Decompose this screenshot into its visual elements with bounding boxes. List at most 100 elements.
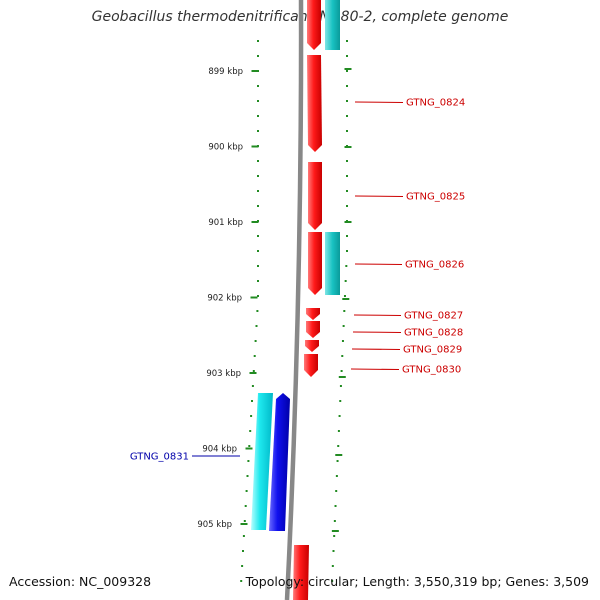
scale-minor-tick (253, 355, 256, 357)
scale-minor-tick (346, 235, 348, 237)
scale-minor-tick (346, 205, 348, 207)
scale-minor-tick (346, 250, 348, 252)
gene-label-gtng_0826[interactable]: GTNG_0826 (405, 260, 464, 271)
scale-minor-tick (256, 310, 259, 312)
scale-minor-tick (341, 355, 344, 357)
gene-label-gtng_0831[interactable]: GTNG_0831 (130, 452, 189, 463)
accession-label: Accession: NC_009328 (9, 574, 152, 589)
gene-label-gtng_0828[interactable]: GTNG_0828 (404, 328, 463, 339)
scale-minor-tick (333, 520, 336, 522)
forward-gene-feature[interactable] (308, 162, 322, 230)
scale-minor-tick (346, 130, 348, 132)
gene-leader-line (354, 263, 403, 265)
gene-leader-line (353, 314, 402, 316)
gene-label-gtng_0825[interactable]: GTNG_0825 (406, 192, 465, 203)
gene-leader-line (354, 195, 404, 197)
reverse-gene-feature[interactable] (269, 393, 290, 531)
forward-gene-feature[interactable] (306, 321, 320, 338)
scale-minor-tick (257, 235, 259, 237)
scale-minor-tick (257, 55, 259, 57)
scale-minor-tick (257, 280, 259, 282)
scale-minor-tick (346, 100, 348, 102)
scale-minor-tick (334, 505, 337, 507)
scale-minor-tick (346, 55, 348, 57)
forward-gene-feature[interactable] (304, 354, 318, 377)
scale-minor-tick (245, 490, 248, 492)
scale-minor-tick (342, 325, 345, 327)
scale-minor-tick (257, 190, 259, 192)
gene-label-gtng_0830[interactable]: GTNG_0830 (402, 365, 461, 376)
gene-labels: GTNG_0824 GTNG_0825 GTNG_0826 GTNG_0827 GTNG… (130, 98, 465, 463)
gene-label-gtng_0824[interactable]: GTNG_0824 (406, 98, 465, 109)
scale-minor-tick (242, 550, 244, 552)
scale-minor-tick (257, 250, 259, 252)
scale-minor-tick (332, 550, 335, 552)
scale-tick-label: 903 kbp (206, 369, 241, 379)
scale-minor-tick (343, 295, 346, 297)
scale-major-tick (250, 296, 258, 299)
scale-tick-label: 905 kbp (197, 520, 232, 530)
gene-leader-line (352, 331, 402, 333)
scale-major-tick (251, 145, 259, 148)
scale-minor-tick (257, 130, 259, 132)
scale-minor-tick (241, 565, 244, 567)
scale-minor-tick (243, 520, 246, 522)
scale-minor-tick (346, 160, 348, 162)
scale-minor-tick (341, 340, 344, 342)
scale-minor-tick (346, 190, 348, 192)
scale-minor-tick (249, 430, 252, 432)
scale-tick-label: 901 kbp (208, 218, 243, 228)
forward-gene-feature[interactable] (308, 232, 322, 295)
scale-minor-tick (338, 415, 341, 417)
scale-minor-tick (333, 535, 336, 537)
scale-minor-tick (257, 220, 259, 222)
scale-major-tick (342, 298, 350, 300)
scale-major-tick (338, 376, 346, 378)
scale-minor-tick (337, 445, 340, 447)
scale-minor-tick (252, 370, 255, 372)
scale-minor-tick (257, 100, 259, 102)
forward-gene-feature[interactable] (305, 340, 319, 352)
scale-minor-tick (257, 160, 259, 162)
scale-minor-tick (257, 175, 259, 177)
scale-major-tick (251, 70, 259, 72)
scale-tick-label: 899 kbp (208, 67, 243, 77)
scale-minor-tick (251, 385, 254, 387)
scale-minor-tick (250, 415, 253, 417)
scale-minor-tick (257, 295, 259, 297)
scale-minor-tick (247, 460, 250, 462)
scale-major-tick (240, 523, 248, 525)
scale-major-tick (344, 68, 352, 70)
scale-minor-tick (343, 310, 346, 312)
scale-minor-tick (251, 400, 253, 402)
scale-minor-tick (254, 340, 257, 342)
scale-minor-tick (346, 115, 348, 117)
forward-gene-feature[interactable] (307, 0, 321, 50)
scale-minor-tick (240, 580, 243, 582)
forward-orf-feature[interactable] (325, 0, 340, 50)
scale-minor-tick (246, 475, 249, 477)
scale-minor-tick (257, 205, 259, 207)
scale-tick-label: 904 kbp (202, 445, 237, 455)
scale-minor-tick (248, 445, 251, 447)
scale-minor-tick (257, 145, 259, 147)
scale-track: 899 kbp 900 kbp 901 kbp 902 kbp 903 kbp 904 k… (197, 40, 352, 582)
scale-minor-tick (257, 85, 259, 87)
reverse-orf-feature[interactable] (251, 393, 273, 530)
scale-minor-tick (257, 115, 259, 117)
gene-label-gtng_0827[interactable]: GTNG_0827 (404, 311, 463, 322)
scale-major-tick (331, 530, 339, 532)
scale-tick-label: 900 kbp (208, 143, 243, 153)
forward-orf-feature[interactable] (325, 232, 340, 295)
forward-gene-feature[interactable] (306, 308, 320, 320)
scale-minor-tick (339, 400, 342, 402)
forward-gene-feature[interactable] (293, 545, 309, 600)
gene-leader-line (350, 368, 400, 370)
gene-label-gtng_0829[interactable]: GTNG_0829 (403, 345, 462, 356)
scale-minor-tick (345, 265, 348, 267)
scale-major-tick (344, 221, 352, 223)
genome-stats: Topology: circular; Length: 3,550,319 bp… (245, 574, 589, 589)
forward-gene-feature[interactable] (307, 55, 322, 152)
scale-major-tick (249, 372, 257, 374)
